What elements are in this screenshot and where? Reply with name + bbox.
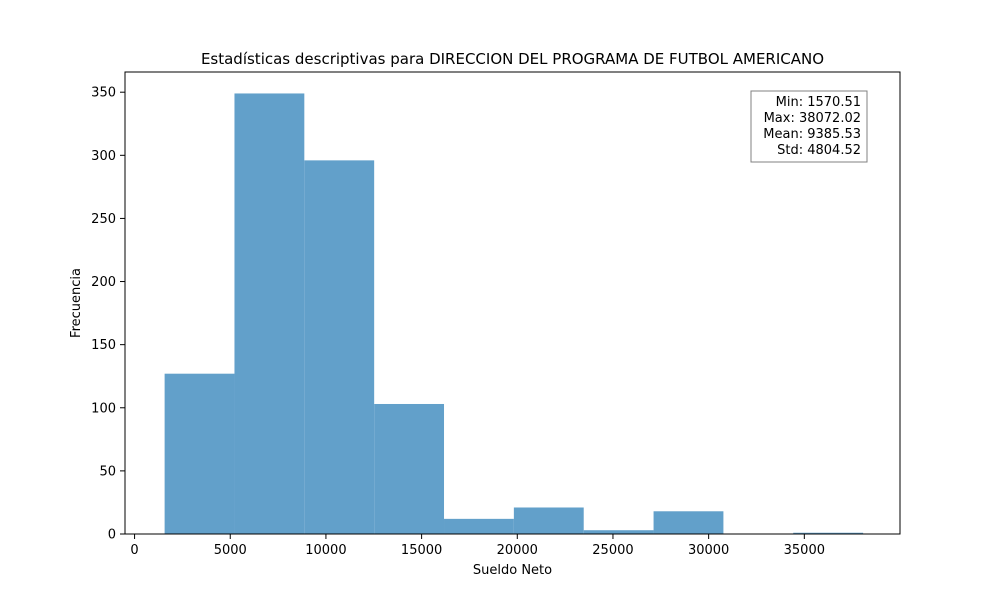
chart-title: Estadísticas descriptivas para DIRECCION… (201, 50, 824, 68)
histogram-bar-3 (304, 160, 375, 534)
stats-std: Std: 4804.52 (777, 143, 861, 158)
stats-max: Max: 38072.02 (764, 111, 861, 126)
histogram-bar-2 (234, 93, 305, 534)
histogram-bar-4 (374, 403, 445, 534)
x-tick-label: 20000 (497, 543, 538, 558)
x-tick-label: 5000 (214, 543, 247, 558)
histogram-bars (164, 93, 864, 534)
stats-box: Min: 1570.51 Max: 38072.02 Mean: 9385.53… (750, 90, 868, 163)
y-tick-label: 50 (99, 464, 116, 479)
x-axis-label: Sueldo Neto (473, 563, 552, 578)
x-tick-label: 35000 (784, 543, 825, 558)
histogram-bar-8 (653, 511, 724, 534)
stats-box-frame (750, 90, 868, 163)
y-tick-label: 250 (91, 212, 116, 227)
histogram-bar-7 (583, 530, 654, 534)
plot-frame (124, 71, 901, 535)
x-axis-ticks: 0 5000 10000 15000 20000 25000 30000 35000 (130, 534, 825, 558)
stats-min: Min: 1570.51 (776, 95, 861, 110)
y-axis-ticks: 0 50 100 150 200 250 300 350 (91, 86, 125, 543)
y-axis-label: Frecuencia (69, 268, 84, 338)
x-tick-label: 10000 (305, 543, 346, 558)
x-tick-label: 0 (130, 543, 138, 558)
y-tick-label: 200 (91, 275, 116, 290)
x-tick-label: 25000 (592, 543, 633, 558)
x-tick-label: 15000 (401, 543, 442, 558)
histogram-bar-1 (164, 373, 235, 534)
stats-mean: Mean: 9385.53 (763, 127, 861, 142)
x-tick-label: 30000 (688, 543, 729, 558)
y-tick-label: 300 (91, 149, 116, 164)
y-tick-label: 100 (91, 401, 116, 416)
histogram-bar-6 (513, 507, 584, 534)
y-tick-label: 150 (91, 338, 116, 353)
histogram-bar-5 (444, 518, 514, 534)
y-tick-label: 0 (108, 528, 116, 543)
histogram-bar-10 (793, 532, 864, 534)
y-tick-label: 350 (91, 86, 116, 101)
